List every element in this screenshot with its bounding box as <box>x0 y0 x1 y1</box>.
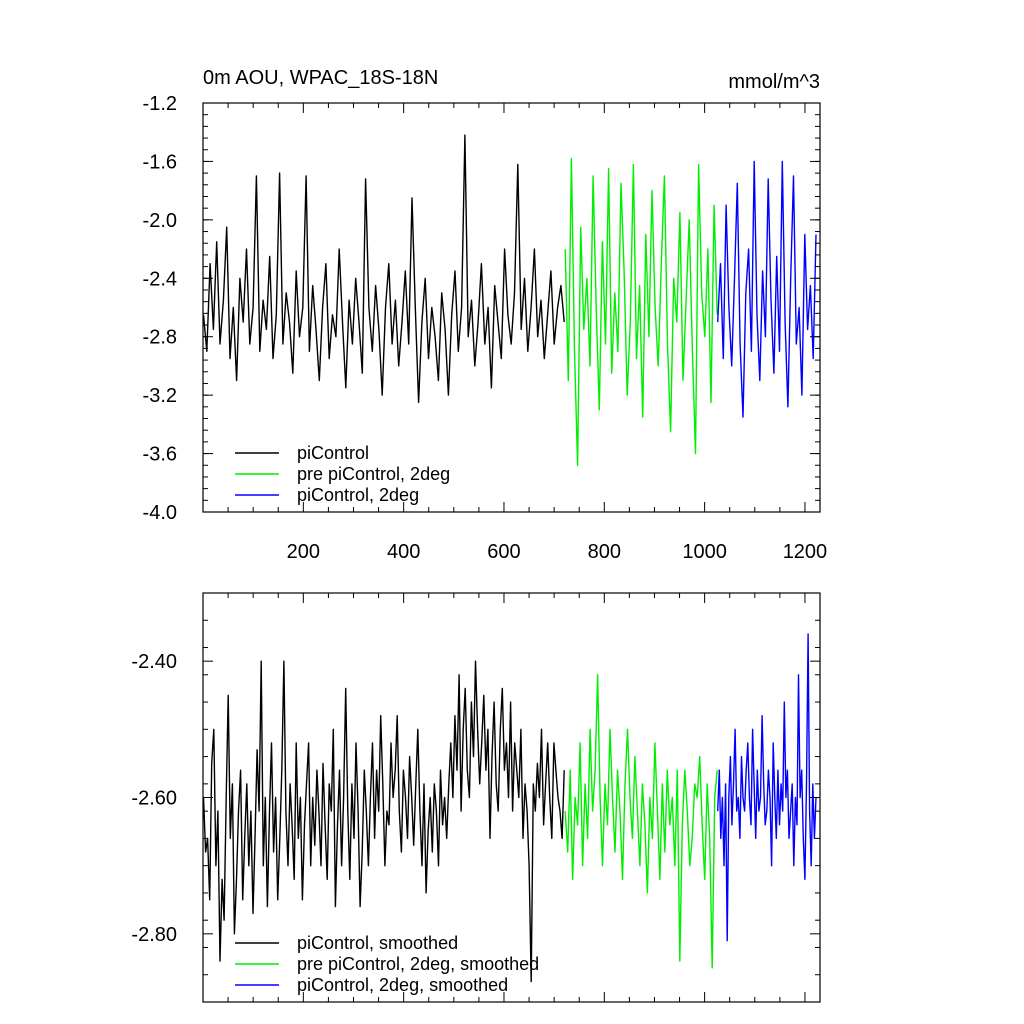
legend-label: pre piControl, 2deg <box>297 464 450 484</box>
x-tick-label: 1200 <box>783 541 828 563</box>
y-tick-label: -2.80 <box>131 924 177 946</box>
legend-label: piControl, smoothed <box>297 933 458 953</box>
top-chart-panel: 0m AOU, WPAC_18S-18N mmol/m^3 200 400 600 8… <box>143 67 828 563</box>
chart-title: 0m AOU, WPAC_18S-18N <box>203 67 438 89</box>
series-line-picontrol-2deg-smoothed <box>717 633 817 942</box>
y-tick-label: -2.60 <box>131 788 177 810</box>
y-tick-label: -2.0 <box>143 210 177 232</box>
series-line-picontrol-smoothed <box>202 660 565 983</box>
y-tick-label: -2.8 <box>143 327 177 349</box>
x-tick-label: 1000 <box>682 541 727 563</box>
legend-label: piControl, 2deg, smoothed <box>297 975 508 995</box>
y-tick-label: -2.4 <box>143 268 177 290</box>
x-tick-label: 400 <box>387 541 420 563</box>
y-tick-label: -1.6 <box>143 151 177 173</box>
series-line-pre-picontrol-2deg-smoothed <box>564 674 718 969</box>
plot-frame <box>202 592 821 1003</box>
x-tick-label: 200 <box>287 541 320 563</box>
plot-frame <box>202 102 821 513</box>
y-tick-label: -3.6 <box>143 444 177 466</box>
y-tick-label: -4.0 <box>143 502 177 524</box>
axis-layer: -2.80 -2.60 -2.40 <box>131 592 820 1003</box>
series-layer <box>202 134 817 466</box>
series-layer <box>202 633 817 983</box>
y-tick-label: -2.40 <box>131 651 177 673</box>
legend-label: piControl <box>297 443 369 463</box>
legend-label: piControl, 2deg <box>297 485 419 505</box>
series-line-picontrol-2deg <box>717 160 817 418</box>
y-tick-label: -1.2 <box>143 93 177 115</box>
y-tick-label: -3.2 <box>143 385 177 407</box>
series-line-picontrol <box>202 134 565 404</box>
series-line-pre-picontrol-2deg <box>564 157 718 466</box>
x-tick-label: 800 <box>588 541 621 563</box>
units-label: mmol/m^3 <box>728 71 820 93</box>
x-tick-label: 600 <box>487 541 520 563</box>
legend-label: pre piControl, 2deg, smoothed <box>297 954 539 974</box>
